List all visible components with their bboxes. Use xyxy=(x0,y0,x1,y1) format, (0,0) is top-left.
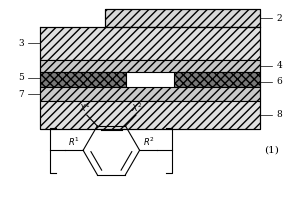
Text: $X^1$: $X^1$ xyxy=(80,101,91,114)
Bar xyxy=(174,72,260,87)
Text: 8: 8 xyxy=(276,110,282,119)
Text: 7: 7 xyxy=(18,90,24,99)
Bar xyxy=(105,9,260,27)
Text: $R^1$: $R^1$ xyxy=(68,136,80,148)
Bar xyxy=(40,27,260,60)
Bar xyxy=(40,72,126,87)
Text: 2: 2 xyxy=(276,14,282,23)
Text: 4: 4 xyxy=(276,61,282,70)
Text: $R^2$: $R^2$ xyxy=(143,136,154,148)
Text: 3: 3 xyxy=(18,39,24,48)
Text: $X^2$: $X^2$ xyxy=(131,101,143,114)
Bar xyxy=(40,87,260,101)
Text: 6: 6 xyxy=(276,77,282,86)
Text: 5: 5 xyxy=(18,73,24,82)
Bar xyxy=(40,101,260,129)
Bar xyxy=(40,60,260,72)
Text: (1): (1) xyxy=(264,146,279,155)
